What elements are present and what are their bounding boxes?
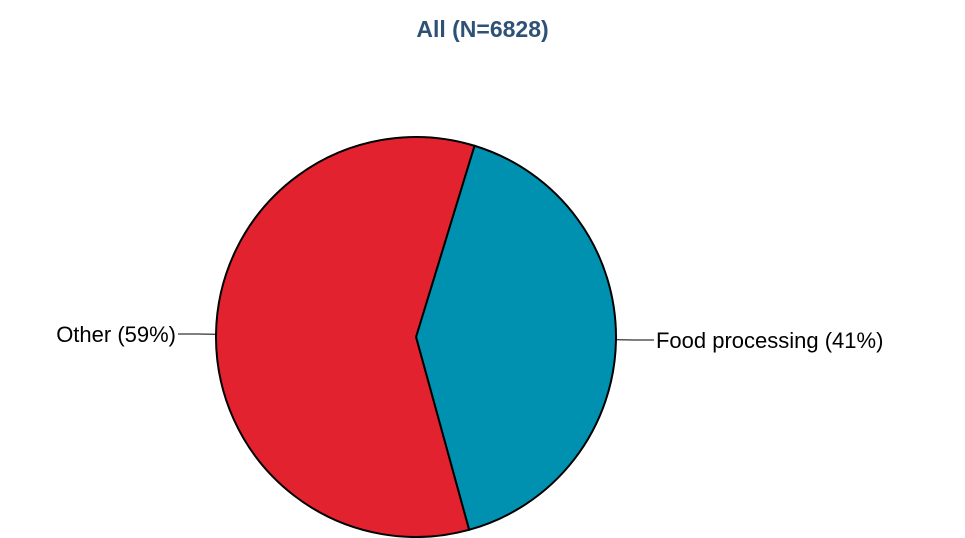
pie-slice-food-processing [415,144,617,531]
chart-title: All (N=6828) [416,16,549,42]
slice-label-food-processing: Food processing (41%) [656,328,883,353]
pie-slice-other [215,136,476,538]
slice-label-other: Other (59%) [56,322,176,347]
